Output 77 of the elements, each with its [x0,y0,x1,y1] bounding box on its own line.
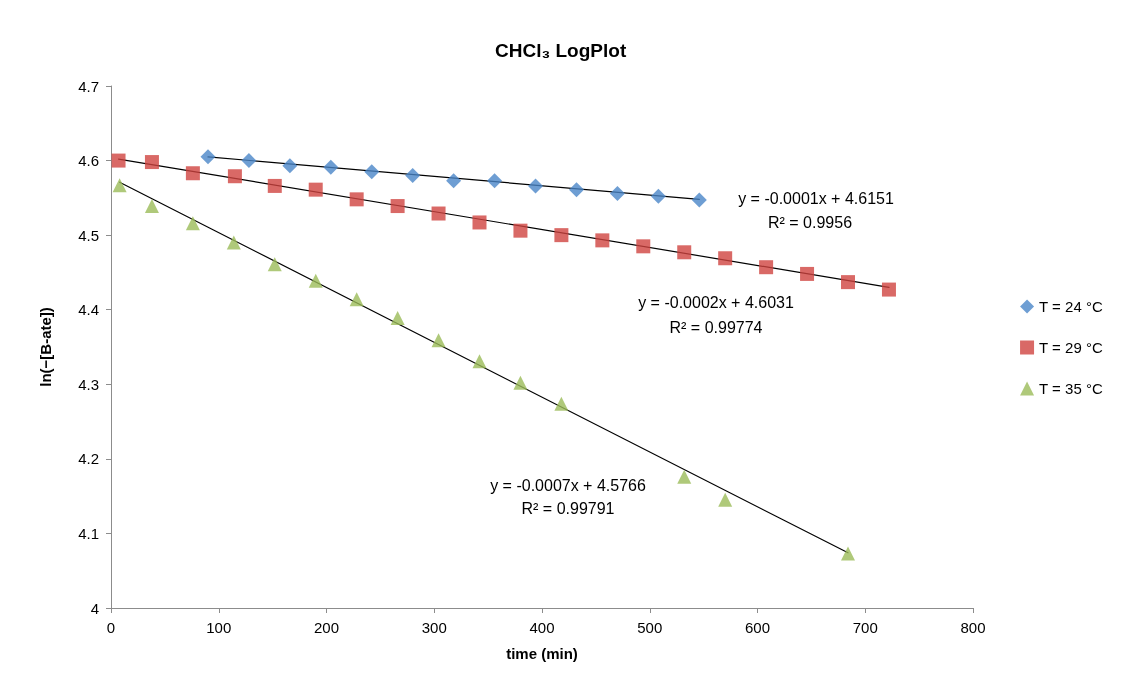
point [112,178,127,193]
x-tick-label: 600 [744,619,771,636]
point [595,233,610,248]
x-tick-label: 800 [960,619,986,636]
y-tick-label: 4.3 [78,375,99,393]
point [718,251,733,266]
point [241,153,257,169]
point [282,158,298,174]
point [267,257,282,272]
annotation: y = -0.0002x + 4.6031 [638,293,794,311]
point [472,354,487,369]
y-tick-label: 4.6 [78,152,99,170]
y-tick-label: 4.7 [78,77,99,95]
y-tick-label: 4 [90,599,99,617]
chart-title: CHCl₃ LogPlot [495,40,627,61]
annotation: R² = 0.99774 [669,318,763,336]
point [513,223,528,238]
x-tick-label: 0 [106,619,116,636]
x-tick-label: 500 [637,619,663,636]
point [841,275,856,290]
point [405,167,421,183]
x-tick-label: 200 [313,619,340,636]
point [349,192,364,207]
point [111,153,126,168]
y-tick-label: 4.5 [78,226,99,244]
point [528,178,544,194]
point [308,273,323,288]
annotation: R² = 0.9956 [767,213,853,231]
point [487,173,503,189]
point [364,164,380,180]
point [431,206,446,221]
point [677,245,692,260]
x-tick-label: 700 [852,619,878,636]
y-tick-label: 4.2 [78,450,99,468]
point [200,149,216,165]
x-tick-label: 100 [206,619,232,636]
point [677,469,692,484]
point [267,178,282,193]
point [568,182,584,198]
y-tick-label: 4.1 [78,524,99,542]
point [881,282,896,297]
x-tick-label: 400 [529,619,555,636]
legend-label: T = 29 °C [1039,339,1103,356]
point [390,199,405,214]
x-axis-title: time (min) [506,645,578,662]
point [554,228,569,243]
point [446,173,462,189]
point [431,333,446,348]
annotation: R² = 0.99791 [521,499,615,517]
point [650,188,666,204]
point [226,235,241,250]
point [144,199,159,214]
annotation: y = -0.0007x + 4.5766 [490,476,646,494]
point [841,546,856,561]
point [472,215,487,230]
x-tick-label: 300 [421,619,447,636]
legend-label: T = 24 °C [1039,298,1103,315]
point [800,266,815,281]
point [513,375,528,390]
point [718,492,733,507]
point [636,239,651,254]
point [691,192,707,208]
point [185,166,200,181]
point [609,185,625,201]
y-axis-title: ln(−[B-ate]) [37,307,54,387]
point [390,310,405,325]
point [759,260,774,275]
point [227,169,242,184]
annotation: y = -0.0001x + 4.6151 [738,189,894,207]
point [554,396,569,411]
point [323,159,339,175]
legend-label: T = 35 °C [1039,380,1103,397]
point [349,292,364,307]
y-tick-label: 4.4 [78,301,99,319]
point [144,155,159,170]
point [308,182,323,197]
point [185,216,200,231]
